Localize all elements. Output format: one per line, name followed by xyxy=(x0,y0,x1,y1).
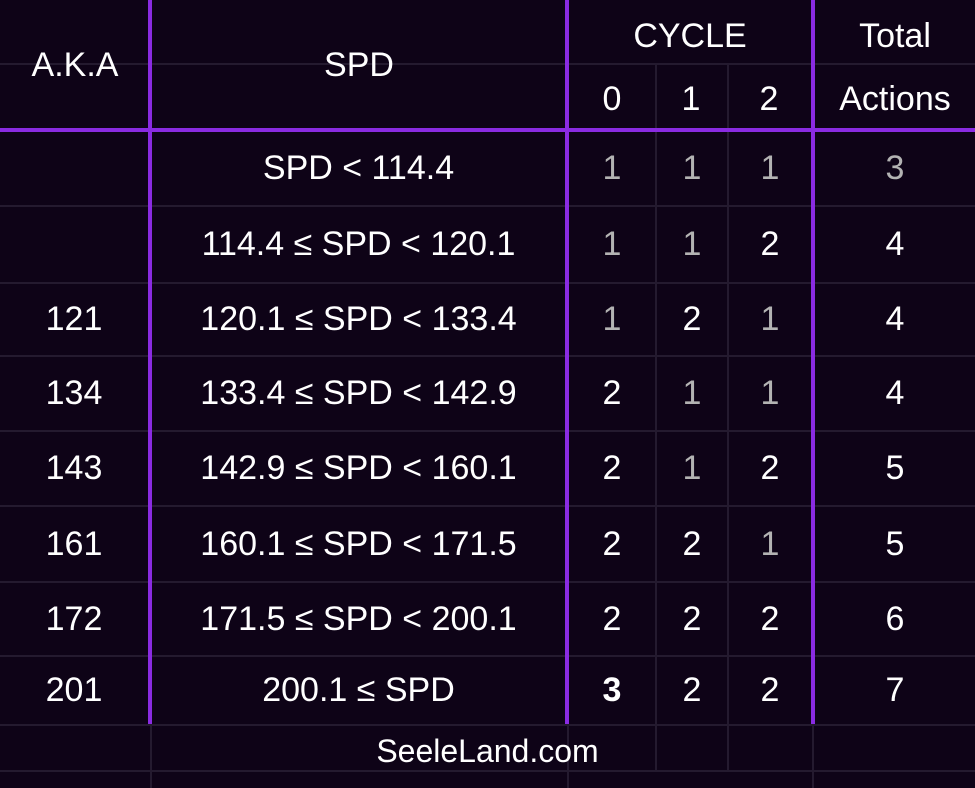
cell-total: 6 xyxy=(885,599,905,638)
cell-cycle-1: 2 xyxy=(682,599,702,638)
grid-line xyxy=(0,505,975,507)
cell-spd: 171.5 ≤ SPD < 200.1 xyxy=(200,599,517,638)
cell-cycle-0: 2 xyxy=(602,374,622,412)
cell-total: 7 xyxy=(885,671,905,709)
cell-spd: 200.1 ≤ SPD xyxy=(262,671,455,709)
cell-aka: 134 xyxy=(45,374,103,412)
cell-total: 4 xyxy=(885,225,905,263)
grid-line xyxy=(0,770,975,772)
header-actions: Actions xyxy=(839,79,951,118)
grid-line xyxy=(0,430,975,432)
cell-aka: 161 xyxy=(45,524,103,563)
cell-cycle-2: 1 xyxy=(760,300,780,338)
footer-credit: SeeleLand.com xyxy=(376,732,599,769)
cell-cycle-2: 1 xyxy=(760,524,780,563)
cell-cycle-2: 2 xyxy=(760,671,780,709)
cell-cycle-1: 2 xyxy=(682,671,702,709)
cell-spd: 133.4 ≤ SPD < 142.9 xyxy=(200,374,517,412)
cell-spd: 142.9 ≤ SPD < 160.1 xyxy=(200,449,517,487)
cell-aka xyxy=(0,207,148,282)
grid-line xyxy=(0,655,975,657)
cell-aka: 121 xyxy=(45,300,103,338)
header-spd: SPD xyxy=(324,45,394,84)
divider-line xyxy=(811,0,815,724)
divider-line xyxy=(148,0,152,724)
cell-cycle-0: 1 xyxy=(602,149,622,187)
cell-cycle-1: 2 xyxy=(682,524,702,563)
cell-total: 4 xyxy=(885,300,905,338)
cell-total: 5 xyxy=(885,524,905,563)
cell-aka: 143 xyxy=(45,449,103,487)
cell-total: 4 xyxy=(885,374,905,412)
grid-line xyxy=(567,724,569,788)
grid-line xyxy=(0,355,975,357)
cell-cycle-2: 2 xyxy=(760,599,780,638)
cell-spd: 120.1 ≤ SPD < 133.4 xyxy=(200,300,517,338)
header-cycle: CYCLE xyxy=(633,16,747,55)
grid-line xyxy=(0,724,975,726)
header-cycle-1: 1 xyxy=(681,79,701,118)
cell-aka xyxy=(0,132,148,205)
cell-cycle-0: 2 xyxy=(602,599,622,638)
cell-cycle-1: 2 xyxy=(682,300,702,338)
grid-line xyxy=(0,205,975,207)
cell-spd: 160.1 ≤ SPD < 171.5 xyxy=(200,524,517,563)
cell-cycle-1: 1 xyxy=(682,225,702,263)
grid-line xyxy=(812,724,814,788)
cell-total: 5 xyxy=(885,449,905,487)
grid-line xyxy=(655,65,657,770)
cell-aka: 172 xyxy=(45,599,103,638)
header-total: Total xyxy=(859,16,931,55)
grid-line xyxy=(0,282,975,284)
divider-line xyxy=(565,0,569,724)
cell-spd: 114.4 ≤ SPD < 120.1 xyxy=(201,225,516,263)
cell-cycle-1: 1 xyxy=(682,149,702,187)
cell-total: 3 xyxy=(885,149,905,187)
grid-line xyxy=(0,581,975,583)
cell-cycle-2: 1 xyxy=(760,149,780,187)
cell-cycle-0: 3 xyxy=(602,671,622,709)
cell-cycle-2: 2 xyxy=(760,449,780,487)
cell-cycle-1: 1 xyxy=(682,374,702,412)
cell-cycle-1: 1 xyxy=(682,449,702,487)
grid-line xyxy=(727,65,729,770)
cell-aka: 201 xyxy=(45,671,103,709)
header-cycle-2: 2 xyxy=(759,79,779,118)
cell-cycle-0: 2 xyxy=(602,524,622,563)
header-aka: A.K.A xyxy=(31,45,119,84)
cell-cycle-2: 1 xyxy=(760,374,780,412)
divider-line xyxy=(0,128,975,132)
grid-line xyxy=(0,63,975,65)
cell-spd: SPD < 114.4 xyxy=(262,149,455,187)
cell-cycle-0: 2 xyxy=(602,449,622,487)
grid-line xyxy=(150,724,152,788)
header-cycle-0: 0 xyxy=(602,79,622,118)
cell-cycle-2: 2 xyxy=(760,225,780,263)
cell-cycle-0: 1 xyxy=(602,225,622,263)
cell-cycle-0: 1 xyxy=(602,300,622,338)
